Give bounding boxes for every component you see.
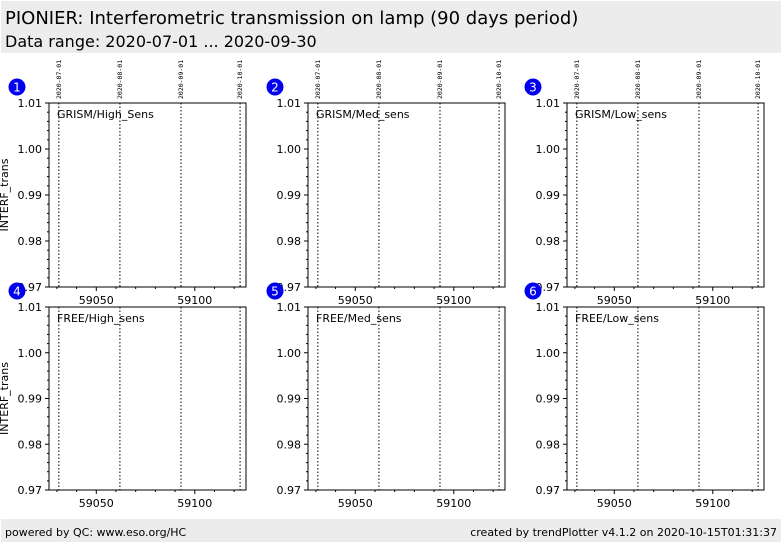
y-tick-label: 0.98 [18, 235, 43, 248]
date-marker-label: 2020-10-01 [236, 60, 244, 99]
x-tick-label: 59050 [338, 497, 373, 510]
y-tick-label: 0.97 [18, 484, 43, 497]
plot-frame-1 [48, 102, 247, 288]
y-tick-label: 0.97 [536, 484, 561, 497]
plot-frame-5 [307, 306, 506, 491]
y-tick-label: 1.01 [536, 301, 561, 314]
date-marker-label: 2020-09-01 [177, 60, 185, 99]
panel-number-badge [524, 282, 542, 300]
date-marker-label: 2020-07-01 [55, 60, 63, 99]
date-marker-label: 2020-09-01 [436, 60, 444, 99]
page-subtitle: Data range: 2020-07-01 ... 2020-09-30 [5, 32, 317, 51]
y-tick-label: 1.00 [536, 347, 561, 360]
date-marker-label: 2020-08-01 [375, 60, 383, 99]
page-title: PIONIER: Interferometric transmission on… [5, 8, 579, 29]
plot-frame-3 [566, 102, 765, 288]
x-tick-label: 59100 [436, 497, 471, 510]
y-tick-label: 0.98 [536, 235, 561, 248]
date-marker-label: 2020-08-01 [116, 60, 124, 99]
y-tick-label: 0.99 [536, 189, 561, 202]
panel-number-label: 2 [271, 81, 279, 95]
x-tick-label: 59050 [597, 497, 632, 510]
panel-number-badge [8, 78, 26, 96]
panel-number-badge [266, 78, 284, 96]
y-tick-label: 0.99 [18, 189, 43, 202]
y-tick-label: 0.98 [536, 438, 561, 451]
date-marker-label: 2020-10-01 [754, 60, 762, 99]
subplot-label: FREE/High_sens [57, 312, 145, 325]
x-tick-label: 59050 [597, 294, 632, 307]
panel-number-label: 3 [529, 81, 537, 95]
subplot-label: GRISM/Low_sens [575, 108, 667, 121]
plot-frame-6 [566, 306, 765, 491]
date-marker-label: 2020-07-01 [314, 60, 322, 99]
x-tick-label: 59050 [79, 497, 114, 510]
panel-number-badge [266, 282, 284, 300]
y-tick-label: 0.98 [18, 438, 43, 451]
y-tick-label: 1.00 [536, 143, 561, 156]
x-tick-label: 59050 [79, 294, 114, 307]
x-tick-label: 59100 [436, 294, 471, 307]
x-tick-label: 59100 [177, 294, 212, 307]
footer-band: powered by QC: www.eso.org/HC created by… [1, 519, 781, 542]
date-marker-label: 2020-08-01 [634, 60, 642, 99]
y-tick-label: 1.00 [277, 347, 302, 360]
plot-frame-2 [307, 102, 506, 288]
date-marker-label: 2020-09-01 [695, 60, 703, 99]
y-tick-label: 0.97 [536, 281, 561, 294]
panel-number-badge [8, 282, 26, 300]
y-tick-label: 1.01 [277, 97, 302, 110]
y-tick-label: 1.01 [18, 301, 43, 314]
header-band: PIONIER: Interferometric transmission on… [1, 1, 781, 53]
y-axis-label: INTERF_trans [0, 362, 11, 435]
y-tick-label: 1.00 [18, 347, 43, 360]
y-tick-label: 1.00 [18, 143, 43, 156]
x-tick-label: 59100 [695, 294, 730, 307]
y-tick-label: 0.98 [277, 438, 302, 451]
y-tick-label: 0.99 [18, 393, 43, 406]
y-tick-label: 1.01 [18, 97, 43, 110]
y-tick-label: 1.01 [277, 301, 302, 314]
y-axis-label: INTERF_trans [0, 158, 11, 231]
panel-number-badge [524, 78, 542, 96]
y-tick-label: 0.99 [277, 189, 302, 202]
panel-number-label: 5 [271, 285, 279, 299]
footer-timestamp: created by trendPlotter v4.1.2 on 2020-1… [470, 526, 777, 539]
date-marker-label: 2020-07-01 [573, 60, 581, 99]
y-tick-label: 1.01 [536, 97, 561, 110]
x-tick-label: 59100 [695, 497, 730, 510]
y-tick-label: 1.00 [277, 143, 302, 156]
x-tick-label: 59050 [338, 294, 373, 307]
plot-frame-4 [48, 306, 247, 491]
subplot-label: FREE/Low_sens [575, 312, 659, 325]
panel-number-label: 6 [529, 285, 537, 299]
y-tick-label: 0.99 [536, 393, 561, 406]
footer-credit: powered by QC: www.eso.org/HC [5, 526, 187, 539]
y-tick-label: 0.99 [277, 393, 302, 406]
y-tick-label: 0.98 [277, 235, 302, 248]
x-tick-label: 59100 [177, 497, 212, 510]
panel-number-label: 1 [13, 81, 21, 95]
y-tick-label: 0.97 [277, 484, 302, 497]
subplot-label: GRISM/Med_sens [316, 108, 410, 121]
subplot-label: FREE/Med_sens [316, 312, 402, 325]
date-marker-label: 2020-10-01 [495, 60, 503, 99]
subplot-label: GRISM/High_Sens [57, 108, 154, 121]
panel-number-label: 4 [13, 285, 21, 299]
